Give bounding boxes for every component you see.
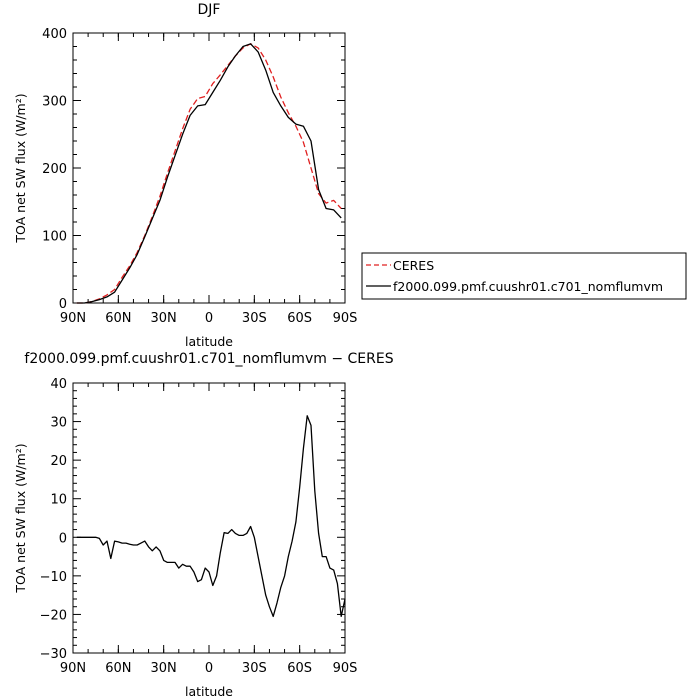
- y-tick-label: 30: [50, 416, 67, 431]
- plot-frame: [72, 32, 346, 304]
- y-tick-label: 0: [59, 297, 67, 312]
- x-tick-label: 60N: [105, 661, 131, 676]
- y-tick-label: 300: [42, 95, 67, 110]
- legend: CERES f2000.099.pmf.cuushr01.c701_nomflum…: [361, 252, 687, 300]
- y-axis-label: TOA net SW flux (W/m²): [13, 93, 28, 243]
- x-tick-label: 0: [205, 311, 213, 326]
- plot-title: f2000.099.pmf.cuushr01.c701_nomflumvm − …: [24, 351, 393, 367]
- series-line-0: [76, 43, 342, 304]
- legend-label: CERES: [393, 258, 434, 273]
- x-tick-label: 30N: [151, 661, 177, 676]
- x-tick-label: 60N: [105, 311, 131, 326]
- top-plot: DJF 90N 60N 30N 0 30S 60S 90S 0 100 200 300 400 latit…: [13, 2, 357, 349]
- y-tick-label: 400: [42, 27, 67, 42]
- x-axis-label: latitude: [185, 684, 233, 699]
- series-line-1: [76, 43, 342, 304]
- x-tick-label: 60S: [287, 661, 312, 676]
- legend-box: [361, 252, 687, 300]
- legend-label: f2000.099.pmf.cuushr01.c701_nomflumvm: [393, 279, 663, 294]
- y-tick-label: 40: [50, 377, 67, 392]
- plot-title: DJF: [198, 2, 221, 18]
- y-tick-label: −30: [40, 647, 67, 662]
- x-tick-label: 60S: [287, 311, 312, 326]
- x-tick-label: 90N: [60, 661, 86, 676]
- x-tick-label: 0: [205, 661, 213, 676]
- y-tick-label: 200: [42, 162, 67, 177]
- x-axis-label: latitude: [185, 334, 233, 349]
- y-tick-label: 100: [42, 230, 67, 245]
- plot-frame: [72, 382, 346, 654]
- x-tick-label: 90S: [333, 661, 358, 676]
- bottom-plot: f2000.099.pmf.cuushr01.c701_nomflumvm − …: [13, 351, 394, 699]
- y-tick-label: 20: [50, 454, 67, 469]
- y-tick-label: 10: [50, 493, 67, 508]
- x-tick-label: 90S: [333, 311, 358, 326]
- x-tick-label: 30S: [242, 661, 267, 676]
- x-tick-label: 30S: [242, 311, 267, 326]
- x-tick-label: 90N: [60, 311, 86, 326]
- y-tick-label: −20: [40, 608, 67, 623]
- y-tick-label: −10: [40, 570, 67, 585]
- y-tick-label: 0: [59, 531, 67, 546]
- series-line-0: [76, 415, 346, 618]
- y-axis-label: TOA net SW flux (W/m²): [13, 443, 28, 593]
- x-tick-label: 30N: [151, 311, 177, 326]
